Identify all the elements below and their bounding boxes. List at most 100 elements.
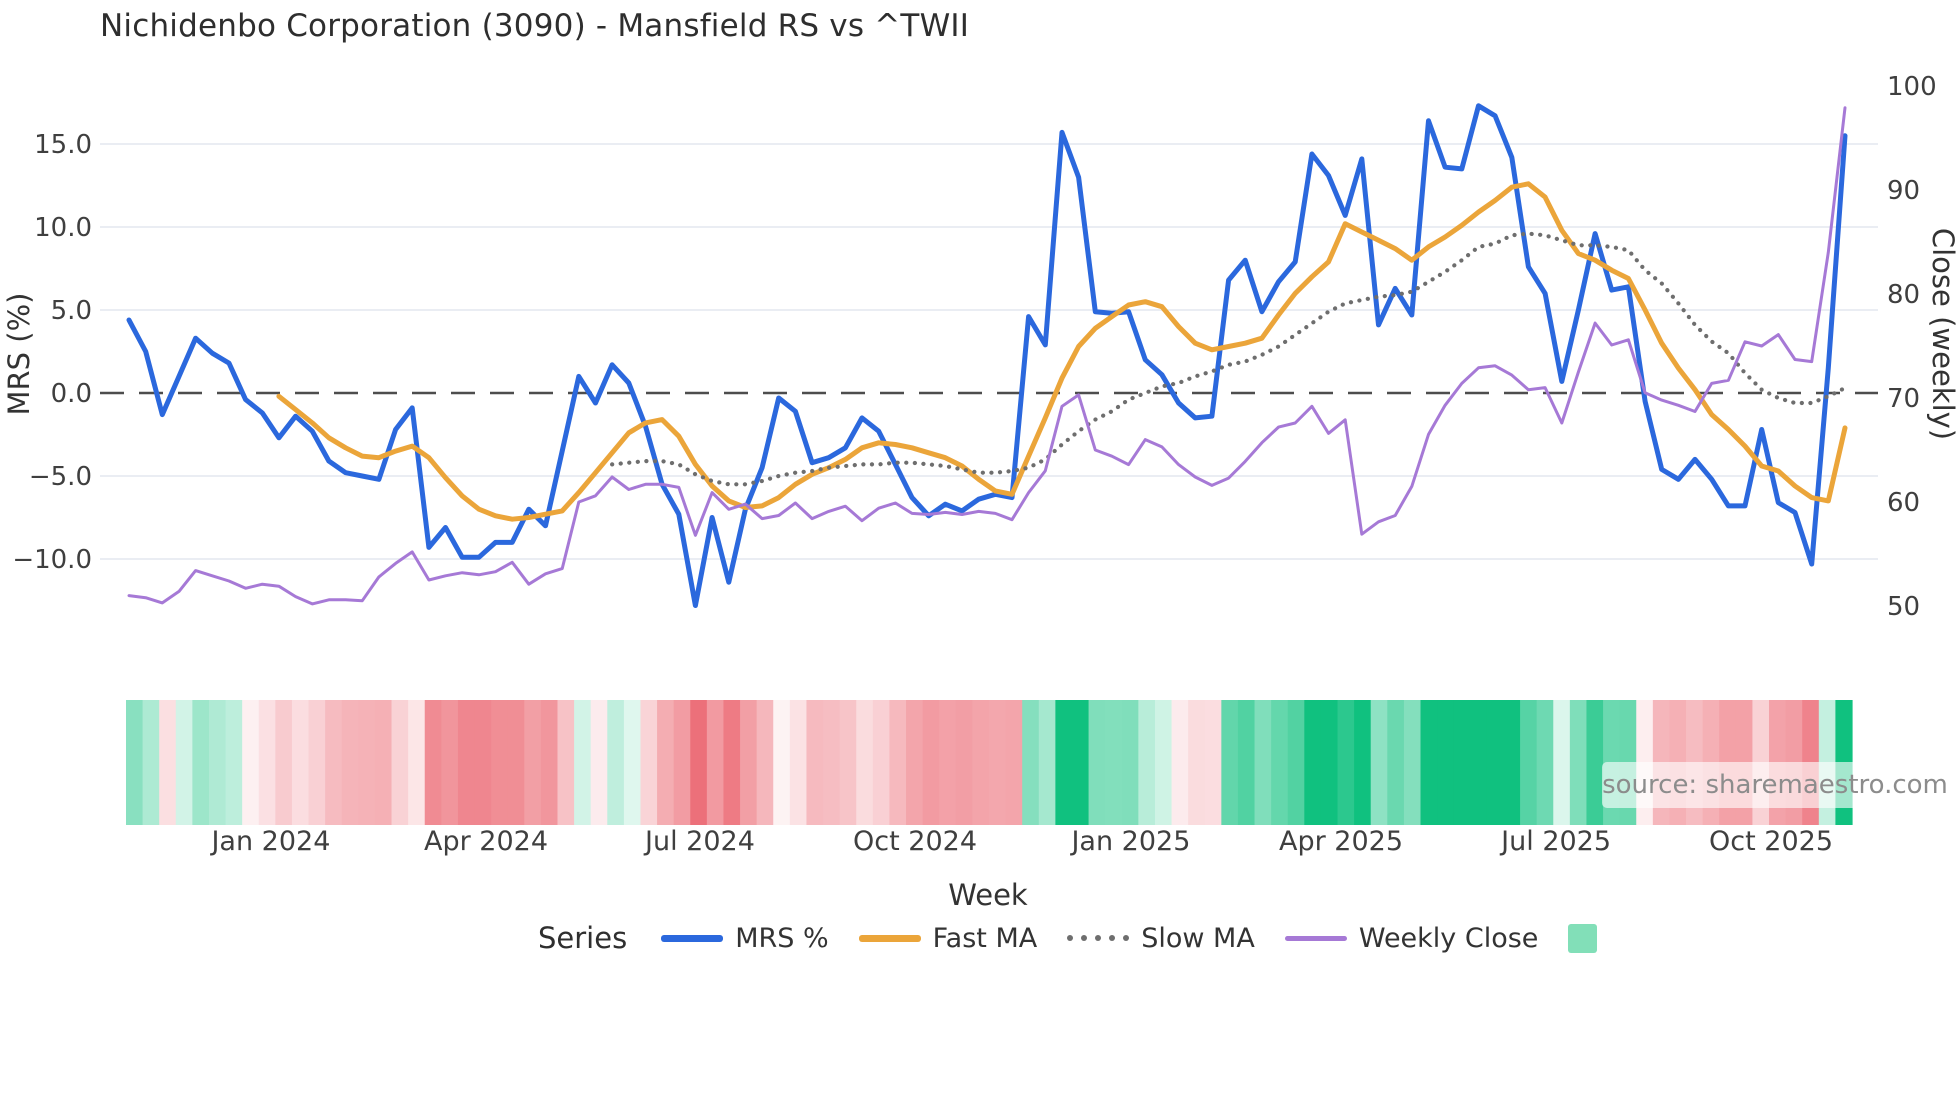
- legend-label-fast-ma: Fast MA: [932, 922, 1038, 954]
- heatmap-cell: [1453, 700, 1471, 825]
- heatmap-cell: [756, 700, 774, 825]
- heatmap-cell: [872, 700, 891, 825]
- heatmap-cell: [1536, 700, 1554, 825]
- heatmap-cell: [607, 700, 625, 825]
- heatmap-cell: [657, 700, 675, 825]
- y-right-tick-label: 80: [1887, 280, 1920, 310]
- heatmap-cell: [640, 700, 658, 825]
- y-axis-right-title: Close (weekly): [1926, 227, 1960, 441]
- source-note: source: sharemaestro.com: [1602, 762, 1948, 808]
- heatmap-cell: [856, 700, 874, 825]
- heatmap-cell: [524, 700, 542, 825]
- heatmap-cell: [955, 700, 974, 825]
- heatmap-cell: [806, 700, 824, 825]
- legend-item-mrs: MRS %: [661, 922, 829, 954]
- legend: Series MRS % Fast MA Slow MA Weekly Clos…: [538, 921, 1598, 955]
- heatmap-cell: [208, 700, 227, 825]
- x-tick-label: Jan 2024: [209, 826, 330, 857]
- heatmap-cell: [1486, 700, 1505, 825]
- series-line-mrs-: [126, 103, 1848, 608]
- heatmap-cell: [939, 700, 957, 825]
- heatmap-cell: [590, 700, 608, 825]
- heatmap-cell: [1154, 700, 1173, 825]
- y-left-tick-label: 5.0: [51, 296, 92, 326]
- heatmap-cell: [690, 700, 708, 825]
- heatmap-cell: [1038, 700, 1056, 825]
- fast-ma-line-swatch-icon: [858, 934, 921, 942]
- legend-title: Series: [538, 921, 628, 955]
- heatmap-cell: [242, 700, 260, 825]
- heatmap-cell: [1553, 700, 1571, 825]
- heatmap-cell: [1088, 700, 1106, 825]
- heatmap-cell: [673, 700, 691, 825]
- heatmap-cell: [740, 700, 758, 825]
- heatmap-cell: [789, 700, 808, 825]
- x-tick-label: Apr 2024: [424, 826, 548, 857]
- heatmap-cell: [1055, 700, 1073, 825]
- x-tick-label: Oct 2024: [853, 826, 977, 857]
- heatmap-cell: [1138, 700, 1156, 825]
- heatmap-cell: [192, 700, 210, 825]
- heatmap-cell: [889, 700, 907, 825]
- heatmap-cell: [1204, 700, 1222, 825]
- series-line-weekly-close: [127, 106, 1847, 606]
- heatmap-cell: [1403, 700, 1422, 825]
- heatmap-cell: [507, 700, 525, 825]
- y-axis-left-title: MRS (%): [2, 292, 36, 416]
- heatmap-cell: [706, 700, 725, 825]
- heatmap-cell: [1304, 700, 1322, 825]
- heatmap-cell: [1520, 700, 1538, 825]
- y-left-tick-label: 15.0: [34, 130, 92, 160]
- heatmap-cell: [1105, 700, 1123, 825]
- x-tick-label: Jan 2025: [1069, 826, 1190, 857]
- legend-label-mrs: MRS %: [735, 922, 829, 954]
- series-line-slow-ma: [610, 231, 1848, 487]
- heatmap-cell: [723, 700, 741, 825]
- x-tick-label: Jul 2024: [643, 826, 755, 857]
- heatmap-cell: [1437, 700, 1455, 825]
- heatmap-cell: [1221, 700, 1239, 825]
- heatmap-cell: [1387, 700, 1405, 825]
- heatmap-cell: [325, 700, 343, 825]
- heatmap-cell: [1254, 700, 1272, 825]
- heatmap-cell: [1420, 700, 1438, 825]
- heatmap-cell: [391, 700, 409, 825]
- heatmap-cell: [275, 700, 293, 825]
- heatmap-swatch-icon: [1568, 923, 1598, 953]
- legend-label-weekly-close: Weekly Close: [1358, 922, 1539, 954]
- heatmap-cell: [557, 700, 575, 825]
- heatmap-cell: [574, 700, 592, 825]
- heatmap-cell: [1022, 700, 1040, 825]
- heatmap-cell: [823, 700, 841, 825]
- heatmap-cell: [1121, 700, 1139, 825]
- heatmap-cell: [1237, 700, 1256, 825]
- heatmap-cell: [623, 700, 642, 825]
- heatmap-cell: [1354, 700, 1372, 825]
- slow-ma-dotted-swatch-icon: [1067, 935, 1130, 942]
- heatmap-cell: [1370, 700, 1388, 825]
- heatmap-cell: [773, 700, 791, 825]
- legend-item-slow-ma: Slow MA: [1067, 923, 1255, 954]
- chart-title: Nichidenbo Corporation (3090) - Mansfiel…: [100, 8, 970, 44]
- series-line-fast-ma: [276, 181, 1848, 522]
- heatmap-cell: [1171, 700, 1189, 825]
- y-left-tick-label: 10.0: [34, 213, 92, 243]
- heatmap-cell: [1586, 700, 1604, 825]
- x-tick-label: Apr 2025: [1279, 826, 1403, 857]
- y-left-tick-label: −10.0: [12, 545, 92, 575]
- y-right-tick-label: 70: [1887, 384, 1920, 414]
- heatmap-cell: [258, 700, 276, 825]
- y-left-tick-label: 0.0: [51, 379, 92, 409]
- weekly-close-line-swatch-icon: [1284, 935, 1347, 941]
- heatmap-cell: [922, 700, 940, 825]
- heatmap-cell: [225, 700, 243, 825]
- heatmap-cell: [491, 700, 509, 825]
- y-right-tick-label: 60: [1887, 488, 1920, 518]
- heatmap-cell: [1320, 700, 1339, 825]
- heatmap-cell: [839, 700, 857, 825]
- heatmap-cell: [441, 700, 459, 825]
- y-right-tick-label: 90: [1887, 176, 1920, 206]
- heatmap-cell: [972, 700, 990, 825]
- x-tick-label: Jul 2025: [1499, 826, 1611, 857]
- heatmap-cell: [1188, 700, 1206, 825]
